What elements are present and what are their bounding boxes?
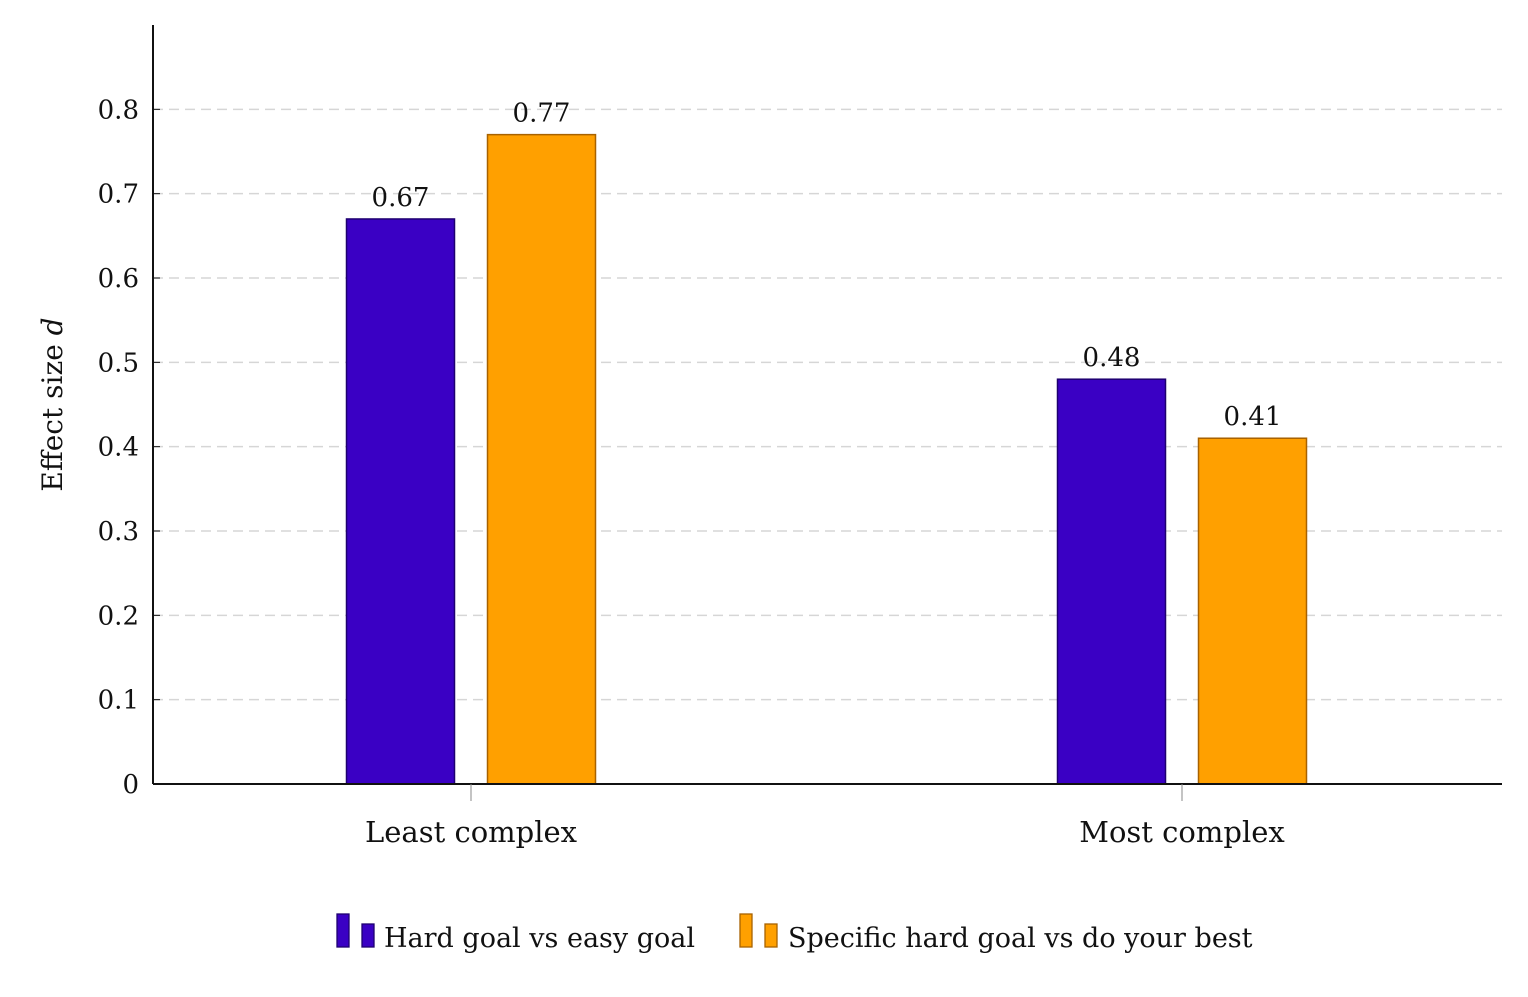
legend-label: Specific hard goal vs do your best bbox=[788, 923, 1253, 954]
bar bbox=[1056, 378, 1167, 785]
legend: Hard goal vs easy goal Specific hard goal… bbox=[336, 913, 1253, 954]
legend-swatch bbox=[739, 913, 753, 948]
y-tick-label: 0.8 bbox=[98, 95, 139, 125]
y-ticks: 0 0.1 0.2 0.3 0.4 0.5 0.6 0.7 0.8 bbox=[98, 95, 160, 800]
bar bbox=[345, 218, 456, 785]
y-axis-label-symbol: d bbox=[36, 317, 69, 335]
bars bbox=[345, 133, 1308, 785]
bar-value-label: 0.77 bbox=[513, 99, 571, 129]
y-tick-label: 0.1 bbox=[98, 686, 139, 716]
data-labels: 0.67 0.77 0.48 0.41 bbox=[372, 99, 1282, 433]
x-ticks: Least complex Most complex bbox=[365, 784, 1285, 849]
y-tick-label: 0 bbox=[122, 770, 139, 800]
y-axis-label: Effect size d bbox=[36, 317, 69, 491]
x-tick-label: Least complex bbox=[365, 815, 577, 849]
legend-swatch bbox=[764, 923, 778, 948]
legend-label: Hard goal vs easy goal bbox=[384, 923, 695, 954]
y-tick-label: 0.6 bbox=[98, 264, 139, 294]
bar-value-label: 0.48 bbox=[1083, 343, 1141, 373]
y-tick-label: 0.7 bbox=[98, 180, 139, 210]
y-tick-label: 0.3 bbox=[98, 517, 139, 547]
axes bbox=[152, 25, 1502, 785]
y-tick-label: 0.2 bbox=[98, 601, 139, 631]
y-tick-label: 0.4 bbox=[98, 433, 139, 463]
legend-swatch bbox=[361, 923, 375, 948]
bar bbox=[1197, 437, 1308, 785]
y-axis-label-text: Effect size bbox=[36, 335, 69, 491]
bar bbox=[486, 133, 597, 785]
bar-value-label: 0.67 bbox=[372, 183, 430, 213]
y-tick-label: 0.5 bbox=[98, 348, 139, 378]
legend-swatch bbox=[336, 913, 350, 948]
bar-value-label: 0.41 bbox=[1224, 402, 1282, 432]
x-tick-label: Most complex bbox=[1079, 815, 1284, 849]
